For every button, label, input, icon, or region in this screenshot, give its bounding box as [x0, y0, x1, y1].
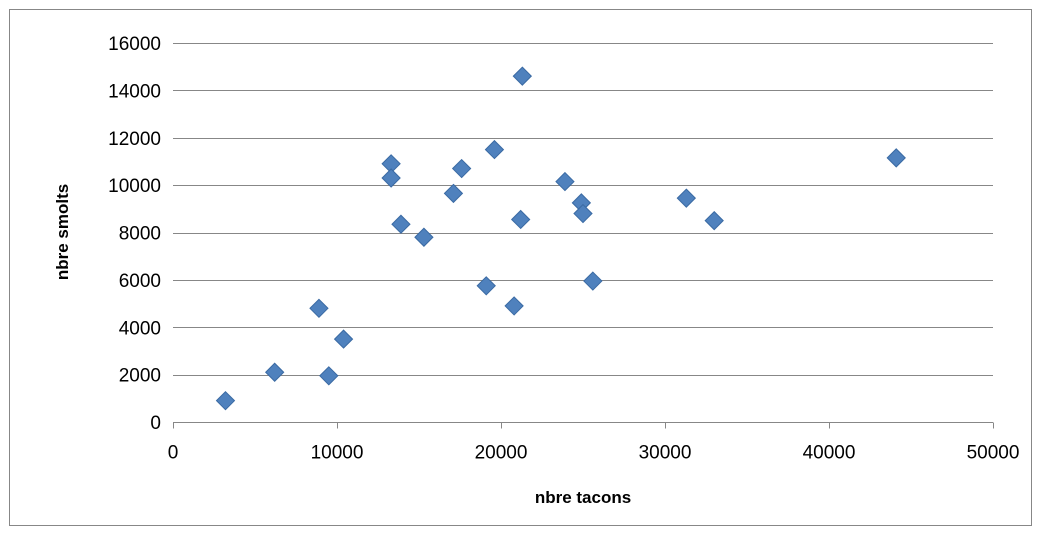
data-point: [484, 139, 505, 160]
x-tick-label: 40000: [803, 443, 856, 464]
x-tick-label: 0: [168, 443, 179, 464]
data-point: [676, 188, 697, 208]
y-tick-label: 16000: [108, 34, 161, 55]
data-point: [264, 362, 285, 382]
x-tick-label: 30000: [639, 443, 692, 464]
x-axis-title: nbre tacons: [535, 488, 631, 507]
data-point: [443, 183, 464, 204]
data-point: [512, 66, 533, 86]
y-tick-label: 4000: [119, 318, 161, 339]
data-point: [583, 271, 603, 291]
y-tick-label: 14000: [108, 81, 161, 102]
y-tick-label: 12000: [108, 129, 161, 150]
data-point: [414, 227, 434, 247]
data-point: [555, 171, 575, 192]
y-tick-label: 10000: [108, 176, 161, 197]
y-axis-title: nbre smolts: [53, 184, 72, 280]
data-point: [319, 366, 339, 386]
y-tick-label: 6000: [119, 271, 161, 292]
data-points: [215, 66, 906, 411]
data-point: [381, 168, 401, 188]
data-point: [451, 158, 472, 179]
data-point: [573, 203, 593, 224]
x-tick-label: 10000: [311, 443, 364, 464]
data-point: [391, 214, 411, 234]
chart-border: [9, 9, 1032, 526]
data-point: [476, 276, 496, 296]
gridlines: [173, 43, 993, 376]
y-tick-label: 2000: [119, 366, 161, 387]
data-point: [510, 209, 531, 230]
data-point: [504, 296, 524, 316]
data-point: [333, 329, 354, 349]
x-tick-label: 20000: [475, 443, 528, 464]
y-tick-label: 0: [150, 413, 161, 434]
data-point: [215, 390, 236, 411]
data-point: [309, 298, 329, 319]
x-tick-label: 50000: [967, 443, 1020, 464]
y-axis-tick-labels: 0 2000 4000 6000 8000 10000 12000 14000 16000: [108, 34, 161, 434]
x-axis-tick-labels: 0 10000 20000 30000 40000 50000: [168, 422, 1020, 464]
y-tick-label: 8000: [119, 224, 161, 245]
data-point: [886, 148, 906, 168]
data-point: [704, 210, 724, 231]
